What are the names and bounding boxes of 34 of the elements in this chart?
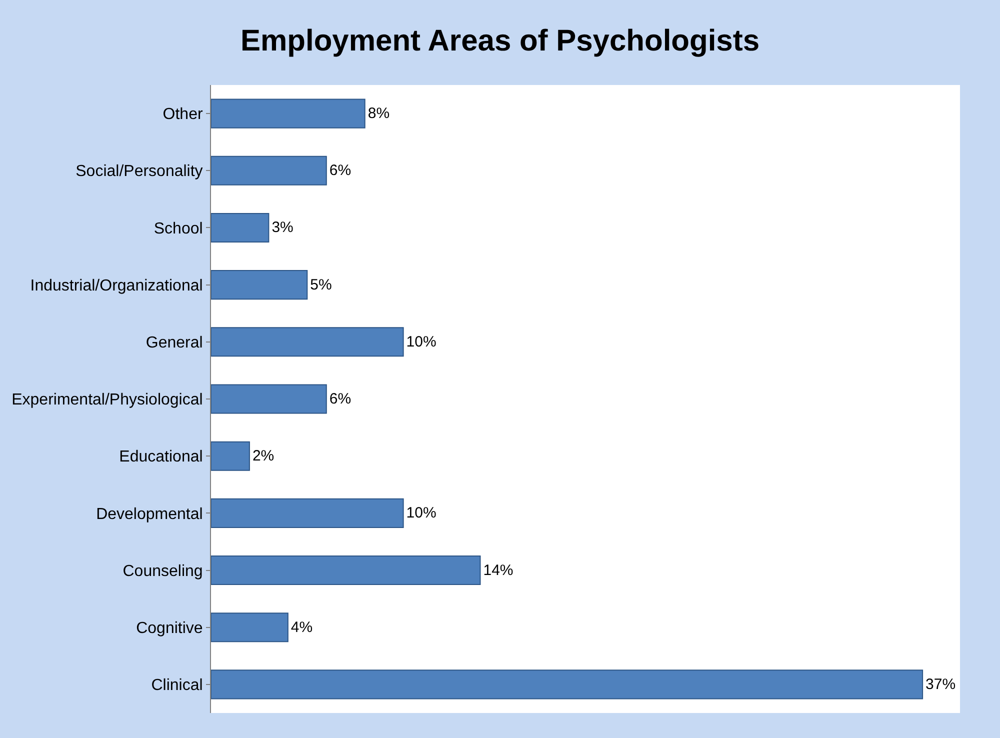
y-tick-label: Clinical [151,677,203,694]
bar [211,98,366,128]
data-label: 8% [368,105,390,122]
data-label: 37% [926,676,956,693]
data-label: 14% [483,562,514,579]
data-label: 10% [406,333,436,350]
bar [211,270,308,300]
data-label: 5% [310,276,332,294]
y-tick-label: Industrial/Organizational [30,277,203,294]
y-tick-label: General [146,334,203,352]
data-label: 6% [329,390,352,408]
y-tick-label: Educational [119,448,203,466]
chart-title: Employment Areas of Psychologists [240,24,760,58]
y-tick-label: Counseling [122,562,203,580]
bar [211,670,924,700]
bar [211,212,270,242]
bar [211,156,327,186]
bar [211,556,481,586]
bar [211,384,327,414]
y-tick-label: Cognitive [136,620,203,637]
data-label: 2% [252,448,274,465]
data-label: 10% [406,504,436,522]
bar [211,612,288,642]
bar [211,327,404,357]
data-label: 3% [272,219,294,236]
y-tick-label: Developmental [96,506,203,523]
data-label: 4% [290,618,313,636]
bar [211,498,404,528]
y-tick-label: Experimental/Physiological [12,392,203,409]
bar [211,441,250,471]
y-tick-label: School [154,220,203,238]
y-tick-label: Social/Personality [76,163,203,180]
data-label: 6% [329,162,352,180]
y-tick-label: Other [162,106,204,124]
